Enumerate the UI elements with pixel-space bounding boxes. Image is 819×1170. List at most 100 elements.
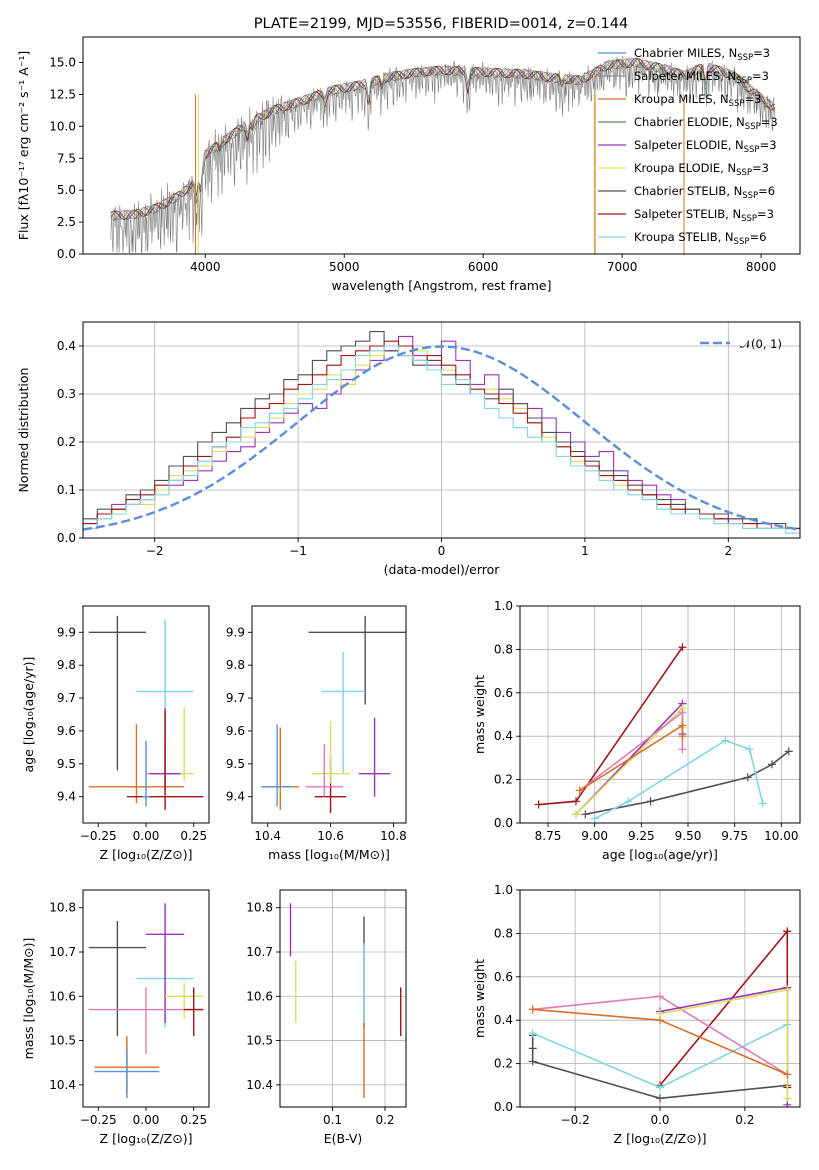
model-line (110, 58, 776, 221)
errorbar-point (94, 1049, 160, 1099)
legend-label-main: Salpeter MILES, N (634, 69, 736, 83)
plot-area (88, 615, 204, 810)
figure-title: PLATE=2199, MJD=53556, FIBERID=0014, z=0… (254, 16, 628, 32)
model-line (110, 58, 776, 220)
x-tick-label: 9.75 (721, 829, 748, 843)
legend-label-sub: SSP (734, 237, 750, 247)
y-tick-label: 10.0 (49, 119, 76, 133)
legend-label: Kroupa MILES, NSSP=3 (634, 92, 761, 109)
normal-curve (83, 345, 798, 531)
legend-label-main: Kroupa STELIB, N (634, 230, 734, 244)
x-tick-label: −0.25 (80, 1113, 117, 1127)
plot-area (520, 890, 800, 1107)
panel-mass-weight-vs-age: 8.75 9.00 9.25 9.50 9.75 10.00 0.0 0.2 0.4 0.6 0.8… (472, 599, 801, 862)
weight-marker (678, 732, 687, 741)
x-axis-label: Z [log₁₀(Z/Z⊙)] (100, 1131, 193, 1146)
x-tick-label: 10.4 (254, 829, 281, 843)
weight-marker (646, 797, 655, 806)
errorbar-point (261, 727, 300, 810)
legend-label-main: Salpeter STELIB, N (634, 207, 741, 221)
x-tick-label: 5000 (329, 260, 360, 274)
weight-marker (528, 1057, 537, 1066)
x-tick-label: 7000 (607, 260, 638, 274)
model-line (110, 57, 776, 220)
y-tick-label: 0.4 (494, 729, 513, 743)
y-tick-label: 0.8 (494, 642, 513, 656)
y-axis-label: mass [log₁₀(M/M⊙)] (21, 938, 36, 1060)
weight-marker (590, 814, 599, 823)
errorbar-point (142, 740, 150, 807)
x-tick-label: 6000 (468, 260, 499, 274)
x-axis-label: age [log₁₀(age/yr)] (602, 847, 718, 862)
axes-frame (82, 36, 801, 255)
axes-frame (251, 605, 407, 824)
x-tick-label: 9.00 (581, 829, 608, 843)
legend-label-tail: =3 (752, 69, 769, 83)
weight-marker (656, 1016, 664, 1025)
legend-label-tail: =6 (758, 184, 775, 198)
y-tick-label: 10.4 (246, 1078, 273, 1092)
weight-marker (572, 797, 580, 806)
y-tick-label: 10.5 (49, 1034, 76, 1048)
y-axis-label: Flux [fλ10⁻¹⁷ erg cm⁻² s⁻¹ A⁻¹] (16, 51, 31, 240)
errorbar-point (305, 744, 344, 797)
x-tick-label: −0.2 (561, 1113, 590, 1127)
errorbar-point (88, 724, 185, 804)
y-tick-label: 5.0 (57, 183, 76, 197)
x-tick-label: 4000 (190, 260, 221, 274)
weight-marker (656, 1094, 664, 1103)
y-tick-label: 10.8 (246, 901, 273, 915)
weight-marker (758, 799, 767, 808)
x-tick-label: 0.25 (180, 1113, 207, 1127)
weight-marker (721, 736, 730, 745)
weight-marker (784, 747, 793, 756)
y-tick-label: 9.4 (57, 790, 76, 804)
y-tick-label: 9.6 (226, 724, 245, 738)
legend-label-tail: =3 (761, 115, 778, 129)
y-tick-label: 0.3 (57, 387, 76, 401)
errorbar-point (88, 987, 204, 1054)
y-tick-label: 10.4 (49, 1078, 76, 1092)
weight-marker (783, 1094, 792, 1103)
legend-label-tail: =3 (753, 46, 770, 60)
weight-marker (528, 1005, 537, 1014)
y-tick-label: 9.5 (226, 757, 245, 771)
plot-area (83, 322, 800, 538)
x-tick-label: 10.00 (764, 829, 798, 843)
weight-marker (743, 773, 752, 782)
y-tick-label: 1.0 (494, 883, 513, 897)
legend-label: Salpeter STELIB, NSSP=3 (634, 207, 774, 224)
weight-marker (534, 800, 543, 809)
legend-label-sub: SSP (736, 76, 752, 86)
y-tick-label: 10.8 (49, 901, 76, 915)
weight-marker (678, 745, 687, 754)
weight-marker (745, 745, 754, 754)
errorbar-point (308, 615, 406, 705)
x-tick-label: 0.00 (133, 829, 160, 843)
legend-label: Salpeter MILES, NSSP=3 (634, 69, 769, 86)
weight-marker (678, 721, 687, 730)
x-tick-label: 10.6 (317, 829, 344, 843)
y-tick-label: 0.4 (57, 339, 76, 353)
weight-line (579, 723, 684, 792)
histogram-series (83, 335, 800, 529)
y-tick-label: 9.9 (226, 625, 245, 639)
y-axis-label: age [log₁₀(age/yr)] (21, 657, 36, 773)
legend-label-sub: SSP (736, 168, 752, 178)
y-tick-label: 9.6 (57, 724, 76, 738)
y-tick-label: 9.9 (57, 625, 76, 639)
weight-marker (678, 708, 687, 717)
panels: 4000 5000 6000 7000 80000.02.55.07.510.012.5… (16, 36, 801, 1146)
y-tick-label: 0.1 (57, 483, 76, 497)
legend-label-main: Chabrier ELODIE, N (634, 115, 745, 129)
y-tick-label: 0.2 (494, 1057, 513, 1071)
weight-marker (624, 797, 633, 806)
plot-area (110, 55, 776, 254)
x-tick-label: 9.25 (628, 829, 655, 843)
x-axis-label: wavelength [Angstrom, rest frame] (331, 278, 551, 293)
weight-line (579, 710, 684, 792)
weight-series (656, 985, 792, 1103)
x-tick-label: 8000 (746, 260, 777, 274)
